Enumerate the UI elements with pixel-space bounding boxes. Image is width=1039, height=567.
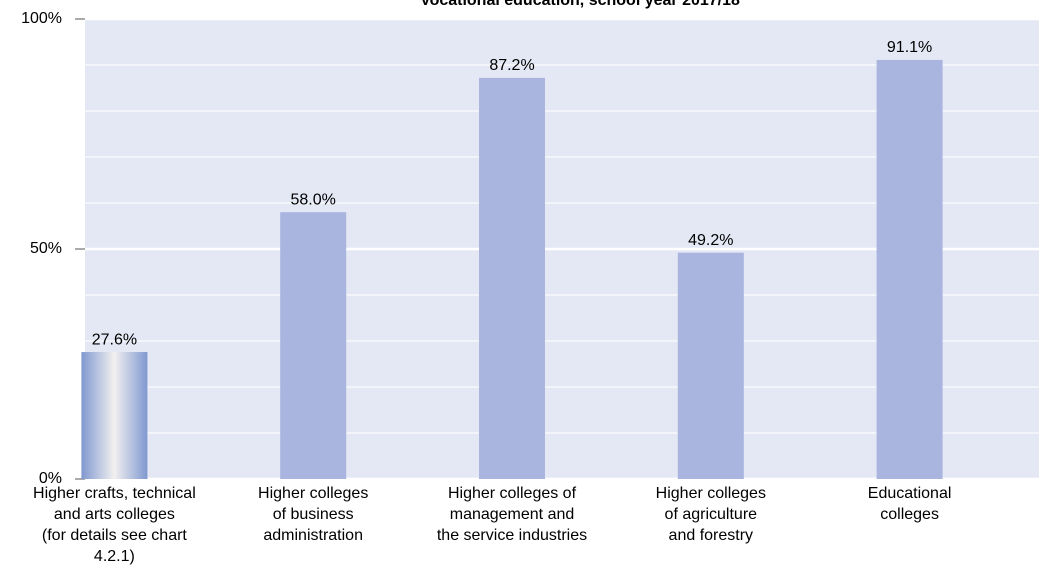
data-label: 58.0%	[291, 191, 336, 208]
chart-title: Vocational education, school year 2017/1…	[420, 0, 740, 9]
y-tick-label: 0%	[39, 470, 62, 487]
bar	[81, 352, 148, 479]
y-tick-label: 100%	[21, 10, 62, 27]
data-label: 49.2%	[688, 232, 733, 249]
data-label: 27.6%	[92, 331, 137, 348]
bar	[677, 252, 744, 479]
x-tick-label: Educational colleges	[867, 485, 952, 523]
x-tick-label: Higher colleges of business administrati…	[258, 485, 369, 544]
bar	[876, 59, 943, 479]
y-tick-label: 50%	[30, 240, 62, 257]
x-tick-label: Higher colleges of management and the se…	[436, 485, 588, 544]
bar	[280, 212, 347, 479]
data-label: 91.1%	[887, 39, 932, 56]
x-tick-label: Higher colleges of agriculture and fores…	[655, 485, 766, 544]
data-label: 87.2%	[489, 57, 534, 74]
x-tick-label: Higher crafts, technical and arts colleg…	[33, 485, 196, 565]
bar	[479, 77, 545, 479]
